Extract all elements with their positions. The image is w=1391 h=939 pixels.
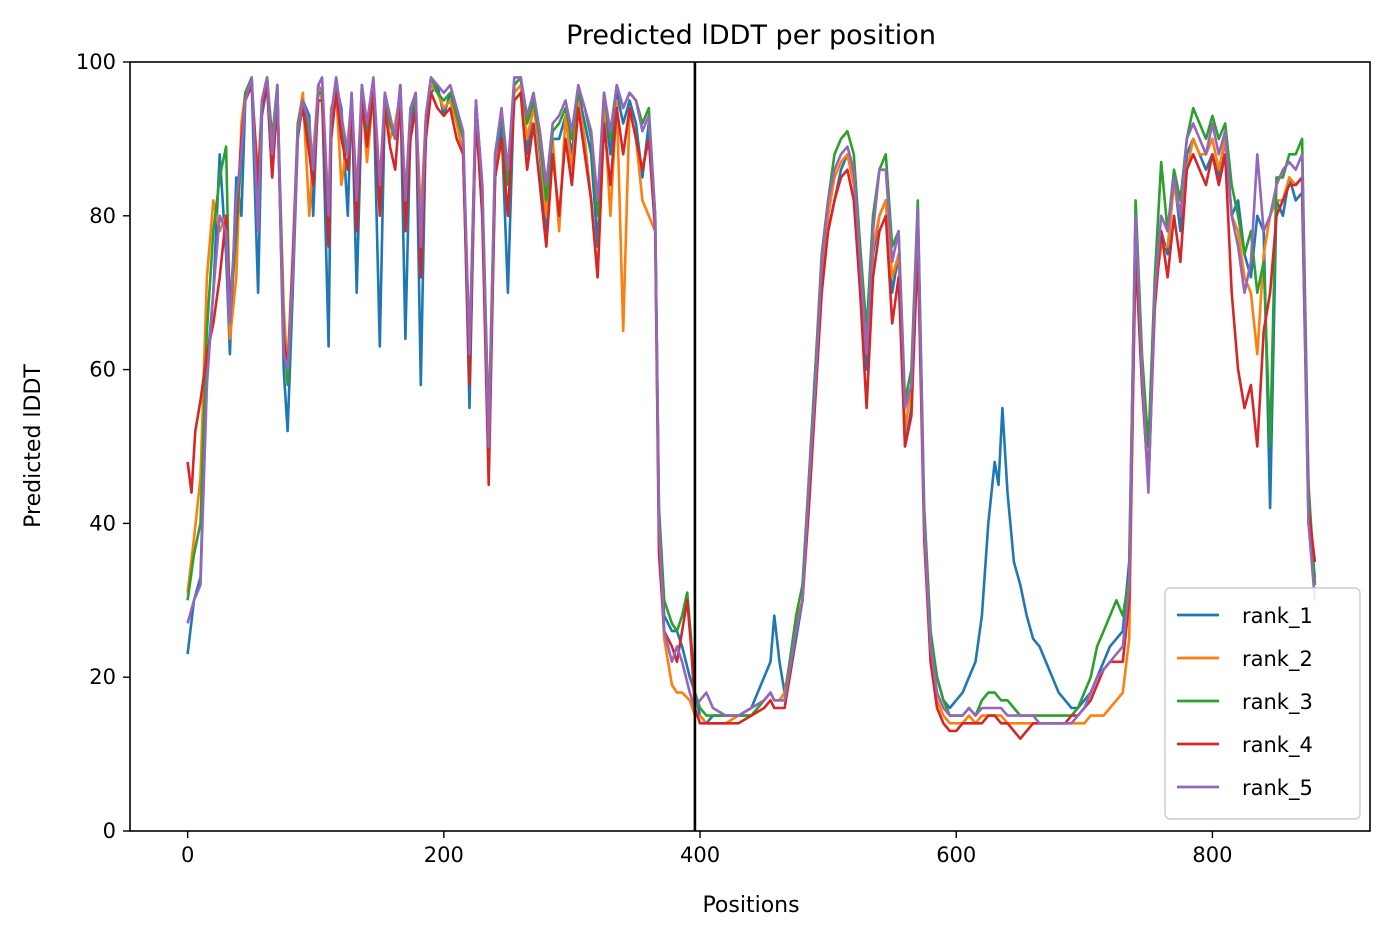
x-tick-label: 0 <box>181 843 194 867</box>
chart-title: Predicted lDDT per position <box>566 20 936 51</box>
legend-label-rank_1: rank_1 <box>1242 604 1313 629</box>
legend-label-rank_4: rank_4 <box>1242 733 1313 758</box>
series-line-rank_5 <box>186 76 1317 725</box>
x-tick-label: 600 <box>936 843 976 867</box>
y-tick-label: 20 <box>89 665 116 689</box>
y-axis-label: Predicted lDDT <box>21 364 46 528</box>
legend: rank_1 rank_2 rank_3 rank_4 rank_5 <box>1164 587 1361 820</box>
legend-label-rank_5: rank_5 <box>1242 776 1313 801</box>
plot-area: 0 200 400 600 800020406080100rank_1rank_2ran… <box>76 50 1371 867</box>
y-tick-label: 40 <box>89 511 116 535</box>
x-tick-label: 200 <box>424 843 464 867</box>
legend-box <box>1164 587 1361 820</box>
plot-frame <box>129 61 1371 832</box>
legend-label-rank_2: rank_2 <box>1242 647 1313 672</box>
x-tick-label: 400 <box>680 843 720 867</box>
y-tick-label: 0 <box>103 819 116 843</box>
x-axis-label: Positions <box>702 893 799 918</box>
y-tick-label: 100 <box>76 50 116 74</box>
y-tick-label: 60 <box>89 358 116 382</box>
legend-label-rank_3: rank_3 <box>1242 690 1313 715</box>
series-line-rank_4 <box>186 83 1317 740</box>
y-tick-label: 80 <box>89 204 116 228</box>
x-tick-label: 800 <box>1192 843 1232 867</box>
